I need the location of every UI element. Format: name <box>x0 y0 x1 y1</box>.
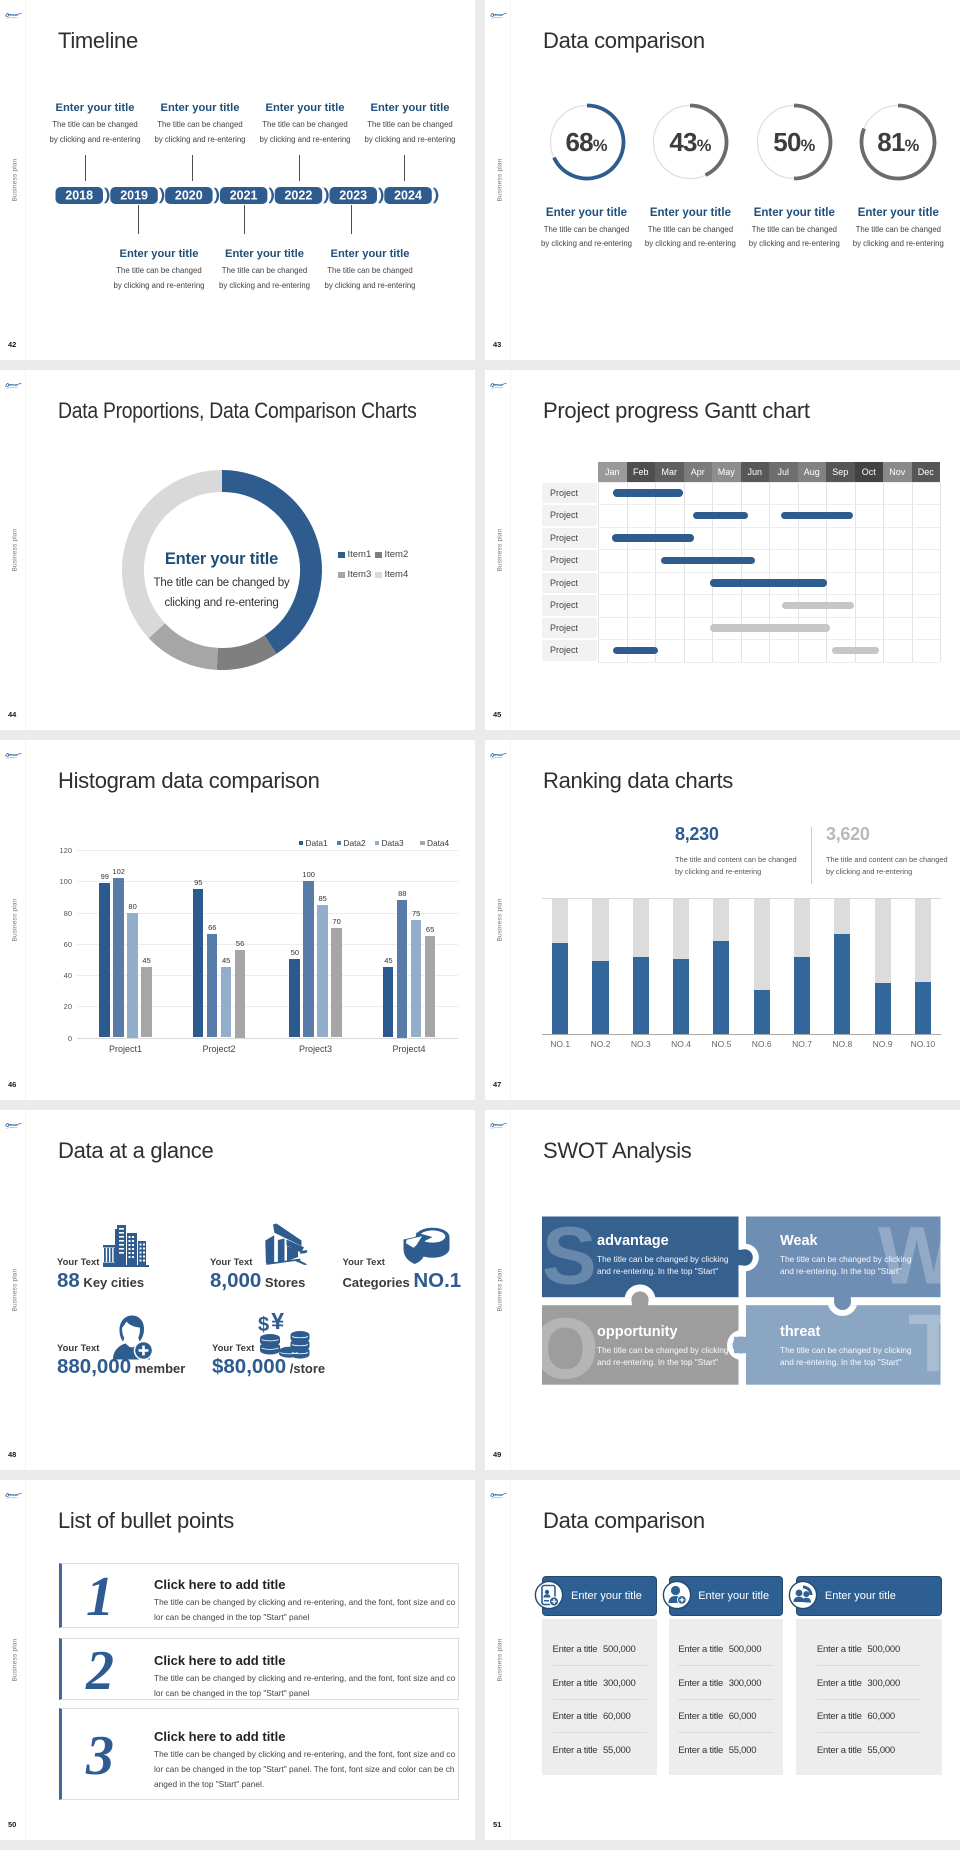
svg-text:2020: 2020 <box>175 189 203 203</box>
svg-text:2023: 2023 <box>339 189 367 203</box>
svg-text:2019: 2019 <box>120 189 148 203</box>
svg-text:¥: ¥ <box>271 1313 285 1335</box>
svg-text:S: S <box>542 1211 597 1302</box>
svg-text:O: O <box>532 1301 599 1397</box>
svg-text:T: T <box>908 1298 958 1389</box>
svg-text:W: W <box>878 1211 956 1302</box>
svg-text:2021: 2021 <box>230 189 258 203</box>
svg-text:$: $ <box>258 1314 269 1336</box>
svg-text:2024: 2024 <box>394 189 422 203</box>
svg-text:2018: 2018 <box>65 189 93 203</box>
svg-text:2022: 2022 <box>284 189 312 203</box>
